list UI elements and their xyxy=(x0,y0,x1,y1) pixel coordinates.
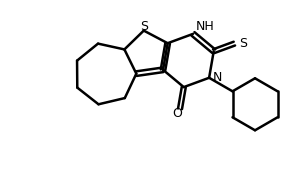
Text: NH: NH xyxy=(196,20,215,33)
Text: S: S xyxy=(140,20,148,33)
Text: S: S xyxy=(239,37,247,50)
Text: N: N xyxy=(213,71,223,84)
Text: O: O xyxy=(172,107,182,120)
